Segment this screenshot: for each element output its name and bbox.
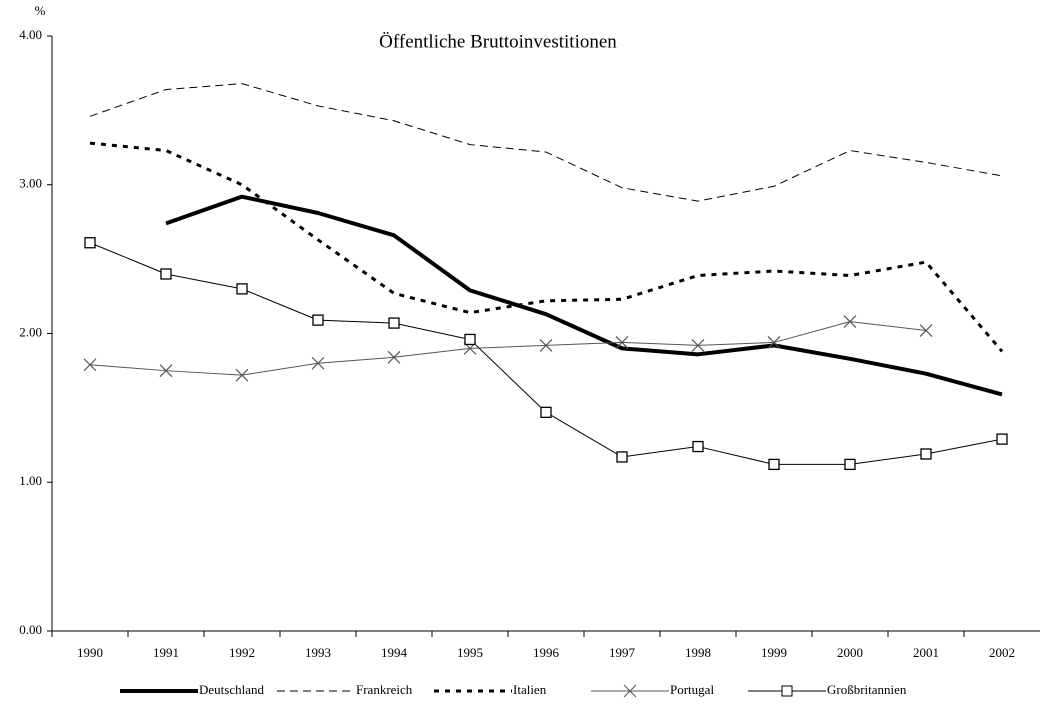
x-tick-label: 1990 (77, 645, 103, 660)
x-tick-label: 1991 (153, 645, 179, 660)
line (89, 141, 1004, 353)
marker (844, 458, 856, 471)
legend-marker (781, 685, 793, 697)
y-tick-label: 2.00 (19, 324, 42, 339)
x-tick-label: 1995 (457, 645, 483, 660)
y-tick-label: 1.00 (19, 473, 42, 488)
marker (919, 324, 933, 337)
line (89, 83, 1003, 202)
y-tick-label: 0.00 (19, 622, 42, 637)
x-tick-label: 1992 (229, 645, 255, 660)
marker (236, 283, 248, 295)
x-tick-label: 2001 (913, 645, 939, 660)
y-tick-label: 4.00 (19, 27, 42, 42)
chart-title: Öffentliche Bruttoinvestitionen (379, 31, 617, 52)
marker (387, 350, 401, 364)
series (83, 315, 933, 382)
series (84, 237, 1008, 471)
marker (84, 237, 96, 249)
marker (160, 268, 172, 280)
marker (312, 314, 324, 326)
y-axis-unit: % (35, 3, 46, 18)
x-tick-label: 1997 (609, 645, 636, 660)
marker (692, 440, 704, 453)
marker (539, 338, 553, 352)
legend-label: Großbritannien (827, 682, 907, 697)
x-tick-label: 1993 (305, 645, 331, 660)
x-tick-label: 2002 (989, 645, 1015, 660)
series (165, 194, 1003, 397)
marker (920, 448, 932, 460)
marker (616, 451, 628, 463)
x-tick-label: 1999 (761, 645, 787, 660)
line (89, 321, 927, 376)
marker (540, 406, 552, 418)
marker (464, 333, 476, 346)
x-tick-label: 1996 (533, 645, 560, 660)
marker (768, 458, 780, 471)
legend-label: Portugal (670, 682, 714, 697)
marker (311, 356, 325, 370)
series (89, 83, 1003, 202)
legend-marker (623, 684, 637, 698)
y-tick-label: 3.00 (19, 176, 42, 191)
line (165, 194, 1003, 397)
marker (388, 317, 400, 329)
marker (996, 433, 1008, 445)
x-tick-label: 1998 (685, 645, 711, 660)
marker (83, 358, 97, 372)
marker (615, 336, 629, 349)
legend-label: Frankreich (356, 682, 413, 697)
legend-label: Deutschland (199, 682, 264, 697)
marker (767, 336, 781, 349)
legend-label: Italien (513, 682, 547, 697)
x-tick-label: 1994 (381, 645, 408, 660)
marker (235, 368, 249, 382)
marker (691, 338, 705, 352)
line (89, 242, 1003, 465)
marker (159, 364, 173, 378)
marker (843, 315, 857, 329)
x-tick-label: 2000 (837, 645, 863, 660)
series (89, 141, 1004, 353)
